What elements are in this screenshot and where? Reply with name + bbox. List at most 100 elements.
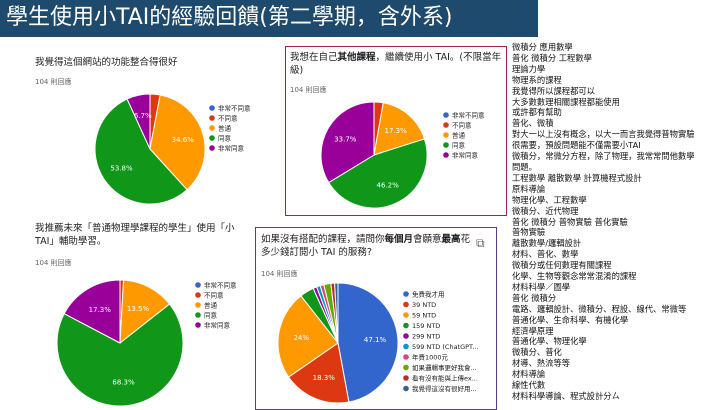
chart-panel-2: 我想在自己其他課程，繼續使用小 TAI。(不限當年級) 104 則回應 17.3… [285,46,507,216]
slice-label: 46.2% [376,181,399,189]
legend-marker [403,364,409,371]
legend-label: 不同意 [218,113,238,122]
pie-chart-4: 47.1% 18.3% 24% 免費我才用 39 NTD 59 NTD 159 NTD 299… [277,282,478,404]
slice-label: 33.7% [334,135,357,143]
legend-label: 非常不同意 [204,280,237,289]
course-suggestion-item: 微積分 應用數學 [512,42,573,52]
legend-marker [209,115,215,121]
legend-label: 看有沒有能與上傳ex... [412,373,478,382]
response-count: 104 則回應 [35,259,72,267]
legend-marker [443,142,449,148]
question-emphasis: 每個月 [384,234,414,245]
chart-panel-1: 我覺得這個網站的功能整合得很好 104 則回應 34.6% 53.8% 6.7% 非常… [30,44,280,214]
course-suggestions-list: 微積分 應用數學 普化 微積分 工程數學 理論力學 物理系的課程 我覺得所以課程都可以大… [512,42,726,402]
course-suggestion-item: 我覺得所以課程都可以 [512,85,595,96]
legend-marker [443,152,449,158]
course-suggestion-item: 普通化學、生命科學、有機化學 [512,314,629,325]
pie-slice [56,303,184,407]
question-part: 我想在自己 [290,52,338,63]
legend-marker [443,112,449,118]
response-count: 104 則回應 [290,86,327,94]
slide-title: 學生使用小TAI的經驗回饋(第二學期，含外系) [6,5,453,30]
course-suggestion-item: 普物實驗 [512,227,546,238]
course-suggestion-item: 微積分、近代物理 [512,205,579,216]
legend-label: 59 NTD [412,311,436,319]
legend-marker [195,312,201,318]
legend-marker [403,322,409,329]
legend-marker [195,292,201,298]
title-bar: 學生使用小TAI的經驗回饋(第二學期，含外系) [0,0,538,37]
slice-label: 13.5% [127,305,150,313]
legend-label: 普通 [204,300,218,309]
legend-marker [209,105,215,111]
course-suggestion-item: 普化、微積 [512,118,554,129]
course-suggestion-item: 普通化學、物理化學 [512,336,587,347]
course-suggestion-item: 理論力學 [512,63,546,74]
question-text: 如果沒有搭配的課程，請問你每個月會願意最高花多少錢訂閱小 TAI 的服務? [261,233,471,259]
legend-label: 普通 [218,123,232,132]
course-suggestion-item: 經濟學原理 [512,325,554,336]
course-suggestion-item: 材料科學導論、程式設計分ㄙ [512,391,620,401]
legend-label: 如果邏輯事更好我會... [412,363,477,372]
pie-slice [337,282,399,403]
legend-marker [443,122,449,128]
question-emphasis: 最高 [441,234,461,245]
question-part: 如果沒有搭配的課程，請問你 [261,234,385,245]
slice-label: 34.6% [172,136,195,144]
course-suggestion-item: 普化 微積分 工程數學 [512,52,592,63]
legend-label: 非常不同意 [218,103,251,112]
course-suggestion-item: 物理化學、工程數學 [512,194,587,205]
course-suggestion-item: 離散數學/邏輯設計 [512,238,582,249]
legend-label: 同意 [218,133,232,142]
legend-label: 159 NTD [412,322,440,330]
chart-panel-3: 我推薦未來「普通物理學課程的學生」使用「小TAI」輔助學習。 104 則回應 1… [30,218,255,410]
legend-marker [403,385,409,392]
course-suggestion-item: 微積分或任何數理有關課程 [512,260,612,271]
legend-marker [443,132,449,138]
course-suggestion-item: 工程數學 離散數學 計算機程式設計 [512,172,642,183]
copy-icon[interactable]: ⧉ [476,236,485,250]
pie-slice [119,279,171,345]
course-suggestion-item: 大多數數理相關課程都能使用 [512,96,620,107]
slice-label: 47.1% [364,336,387,344]
legend-marker [403,375,409,381]
slice-label: 17.3% [385,127,408,135]
course-suggestion-item: 電路、邏輯設計、微積分、程設、線代、常微等 [512,303,687,314]
response-count: 104 則回應 [261,270,298,278]
course-suggestion-item: 問題。 [512,161,537,172]
question-part: 會願意 [413,234,442,245]
pie-slice [277,295,339,378]
question-text: 我推薦未來「普通物理學課程的學生」使用「小TAI」輔助學習。 [35,223,235,247]
pie-slice [334,282,339,344]
course-suggestion-item: 物理系的課程 [512,74,562,85]
course-suggestion-item: 線性代數 [512,380,546,391]
legend-label: 同意 [204,310,218,319]
legend-marker [403,343,409,350]
legend-label: 同意 [452,140,466,149]
course-suggestion-item: 微積分、普化 [512,347,562,358]
legend-label: 599 NTD (ChatGPT... [412,343,478,351]
course-suggestion-item: 化學、生物等觀念常常混淆的課程 [512,271,637,282]
legend-marker [195,322,201,328]
slice-label: 6.7% [134,112,152,120]
course-suggestion-item: 或許都有幫助 [512,107,562,118]
pie-slice [63,279,121,344]
slice-label: 53.8% [110,164,133,172]
course-suggestion-item: 很需要，預設問題能不僅需要小TAI [512,140,641,151]
legend-marker [403,291,409,297]
legend-label: 非常同意 [218,143,245,152]
course-suggestion-item: 普化 微積分 普物實驗 普化實驗 [512,216,628,227]
pie-slice [126,93,151,150]
pie-slice [373,102,426,156]
course-suggestion-item: 普化 微積分 [512,292,557,303]
slice-label: 17.3% [89,306,112,314]
legend-marker [209,135,215,141]
course-suggestion-item: 對大一以上沒有概念，以大一而言我覺得普物實驗 [512,129,695,140]
legend-label: 不同意 [452,120,472,129]
question-part: ，繼續使用小 TAI。(不限當年級) [290,52,502,76]
legend-marker [403,354,409,360]
legend-label: 不同意 [204,290,224,299]
pie-slice [287,342,350,404]
